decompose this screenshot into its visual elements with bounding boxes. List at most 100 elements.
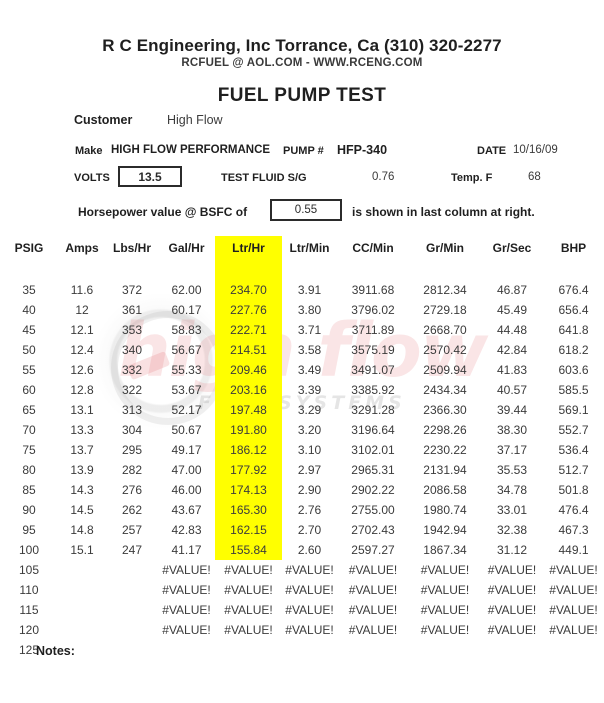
spacer-cell	[106, 260, 158, 280]
cell-amps: 14.5	[70, 503, 94, 517]
cell-amps: 14.3	[70, 483, 94, 497]
cell-cc-min: 3491.07	[351, 363, 395, 377]
cell-gr-min: #VALUE!	[420, 603, 470, 617]
table-row: 125	[0, 640, 604, 660]
cell-lbs-hr: 332	[121, 363, 143, 377]
cell-gr-sec: 42.84	[496, 343, 528, 357]
cell-ltr-min: 3.91	[297, 283, 322, 297]
cell-amps: 13.1	[70, 403, 94, 417]
make-label: Make	[75, 145, 103, 157]
table-row: 60 12.8 322 53.67 203.16 3.39 3385.92 2434.34 40…	[0, 380, 604, 400]
cell-ltr-min: 2.90	[297, 483, 322, 497]
cell-gal-hr: #VALUE!	[162, 603, 211, 617]
table-row: 45 12.1 353 58.83 222.71 3.71 3711.89 2668.70 44…	[0, 320, 604, 340]
cell-gr-sec: 40.57	[496, 383, 528, 397]
table-row: 50 12.4 340 56.67 214.51 3.58 3575.19 2570.42 42…	[0, 340, 604, 360]
cell-bhp: 536.4	[558, 443, 589, 457]
spacer-cell	[481, 260, 543, 280]
table-header: PSIG Amps Lbs/Hr Gal/Hr Ltr/Hr Ltr/Min CC/Min G…	[0, 236, 604, 260]
cell-psig: 110	[19, 583, 39, 597]
cell-gr-sec: 35.53	[496, 463, 528, 477]
table-row: 105 #VALUE! #VALUE! #VALUE! #VALUE! #VALUE! #V…	[0, 560, 604, 580]
cell-amps: 15.1	[70, 543, 94, 557]
cell-gr-sec: 39.44	[496, 403, 528, 417]
cell-gal-hr: #VALUE!	[162, 623, 211, 637]
cell-gr-sec: #VALUE!	[487, 623, 537, 637]
table-row: 40 12 361 60.17 227.76 3.80 3796.02 2729.18 45.4…	[0, 300, 604, 320]
cell-bhp: 449.1	[558, 543, 589, 557]
cell-amps: 11.6	[70, 283, 94, 297]
customer-value: High Flow	[167, 113, 223, 127]
cell-gr-min: 1980.74	[423, 503, 467, 517]
cell-ltr-min: 3.20	[297, 423, 322, 437]
test-fluid-label: TEST FLUID S/G	[221, 172, 307, 184]
cell-lbs-hr: 295	[121, 443, 143, 457]
table-row: 90 14.5 262 43.67 165.30 2.76 2755.00 1980.74 33…	[0, 500, 604, 520]
cell-gr-min: 2668.70	[423, 323, 467, 337]
cell-gal-hr: 43.67	[171, 503, 202, 517]
cell-ltr-min: 2.60	[297, 543, 322, 557]
cell-psig: 105	[18, 563, 40, 577]
table-row: 75 13.7 295 49.17 186.12 3.10 3102.01 2230.22 37…	[0, 440, 604, 460]
cell-gal-hr	[158, 640, 215, 660]
cell-psig: 85	[22, 483, 36, 497]
cell-amps: 12.4	[70, 343, 94, 357]
cell-amps: 12.1	[70, 323, 94, 337]
cell-psig: 100	[18, 543, 40, 557]
cell-amps: 12.6	[70, 363, 94, 377]
cell-ltr-hr: 203.16	[215, 380, 282, 400]
table-spacer-row	[0, 260, 604, 280]
table-row: 95 14.8 257 42.83 162.15 2.70 2702.43 1942.94 32…	[0, 520, 604, 540]
cell-gr-sec: 33.01	[496, 503, 528, 517]
company-contact-line: RCFUEL @ AOL.COM - WWW.RCENG.COM	[181, 57, 423, 69]
cell-ltr-hr: 197.48	[215, 400, 282, 420]
volts-label: VOLTS	[74, 172, 110, 184]
cell-ltr-min	[282, 640, 337, 660]
bsfc-input[interactable]: 0.55	[270, 199, 342, 221]
cell-gr-sec: #VALUE!	[487, 563, 537, 577]
cell-lbs-hr: 304	[121, 423, 143, 437]
cell-gr-min: 2570.42	[423, 343, 467, 357]
cell-lbs-hr: 276	[121, 483, 143, 497]
cell-cc-min: 2902.22	[351, 483, 395, 497]
spacer-cell	[282, 260, 337, 280]
cell-gr-min: 2131.94	[423, 463, 467, 477]
cell-lbs-hr: 372	[121, 283, 143, 297]
cell-ltr-hr: 174.13	[215, 480, 282, 500]
bsfc-suffix-label: is shown in last column at right.	[352, 205, 535, 219]
table-header-row: PSIG Amps Lbs/Hr Gal/Hr Ltr/Hr Ltr/Min CC/Min G…	[0, 236, 604, 260]
column-header-psig: PSIG	[14, 241, 44, 255]
cell-bhp	[543, 640, 604, 660]
table-row: 70 13.3 304 50.67 191.80 3.20 3196.64 2298.26 38…	[0, 420, 604, 440]
cell-gr-sec: 32.38	[496, 523, 528, 537]
test-fluid-value: 0.76	[372, 171, 395, 183]
cell-gr-min: #VALUE!	[420, 583, 470, 597]
cell-ltr-hr: 162.15	[215, 520, 282, 540]
cell-cc-min: 3911.68	[351, 283, 395, 297]
cell-gr-sec: 45.49	[496, 303, 528, 317]
column-header-lbs-hr: Lbs/Hr	[112, 241, 151, 255]
cell-lbs-hr	[106, 560, 158, 580]
cell-lbs-hr	[106, 640, 158, 660]
table-row: 55 12.6 332 55.33 209.46 3.49 3491.07 2509.94 41…	[0, 360, 604, 380]
cell-ltr-min: 3.80	[297, 303, 322, 317]
volts-input[interactable]: 13.5	[118, 166, 182, 187]
spacer-cell	[58, 260, 106, 280]
cell-ltr-hr	[215, 640, 282, 660]
cell-ltr-hr: #VALUE!	[224, 583, 273, 597]
cell-psig: 120	[18, 623, 40, 637]
cell-psig: 65	[22, 403, 36, 417]
cell-amps	[58, 620, 106, 640]
cell-bhp: #VALUE!	[549, 583, 598, 597]
cell-bhp: 618.2	[558, 343, 589, 357]
temperature-label: Temp. F	[451, 172, 493, 184]
cell-gr-min: 2729.18	[423, 303, 467, 317]
cell-psig: 75	[22, 443, 36, 457]
column-header-gr-sec: Gr/Sec	[492, 241, 532, 255]
cell-cc-min	[337, 640, 409, 660]
cell-gr-min: 2812.34	[423, 283, 467, 297]
cell-gr-min: 2366.30	[423, 403, 467, 417]
cell-psig: 80	[22, 463, 36, 477]
cell-ltr-min: #VALUE!	[285, 563, 334, 577]
cell-ltr-hr: #VALUE!	[224, 623, 273, 637]
